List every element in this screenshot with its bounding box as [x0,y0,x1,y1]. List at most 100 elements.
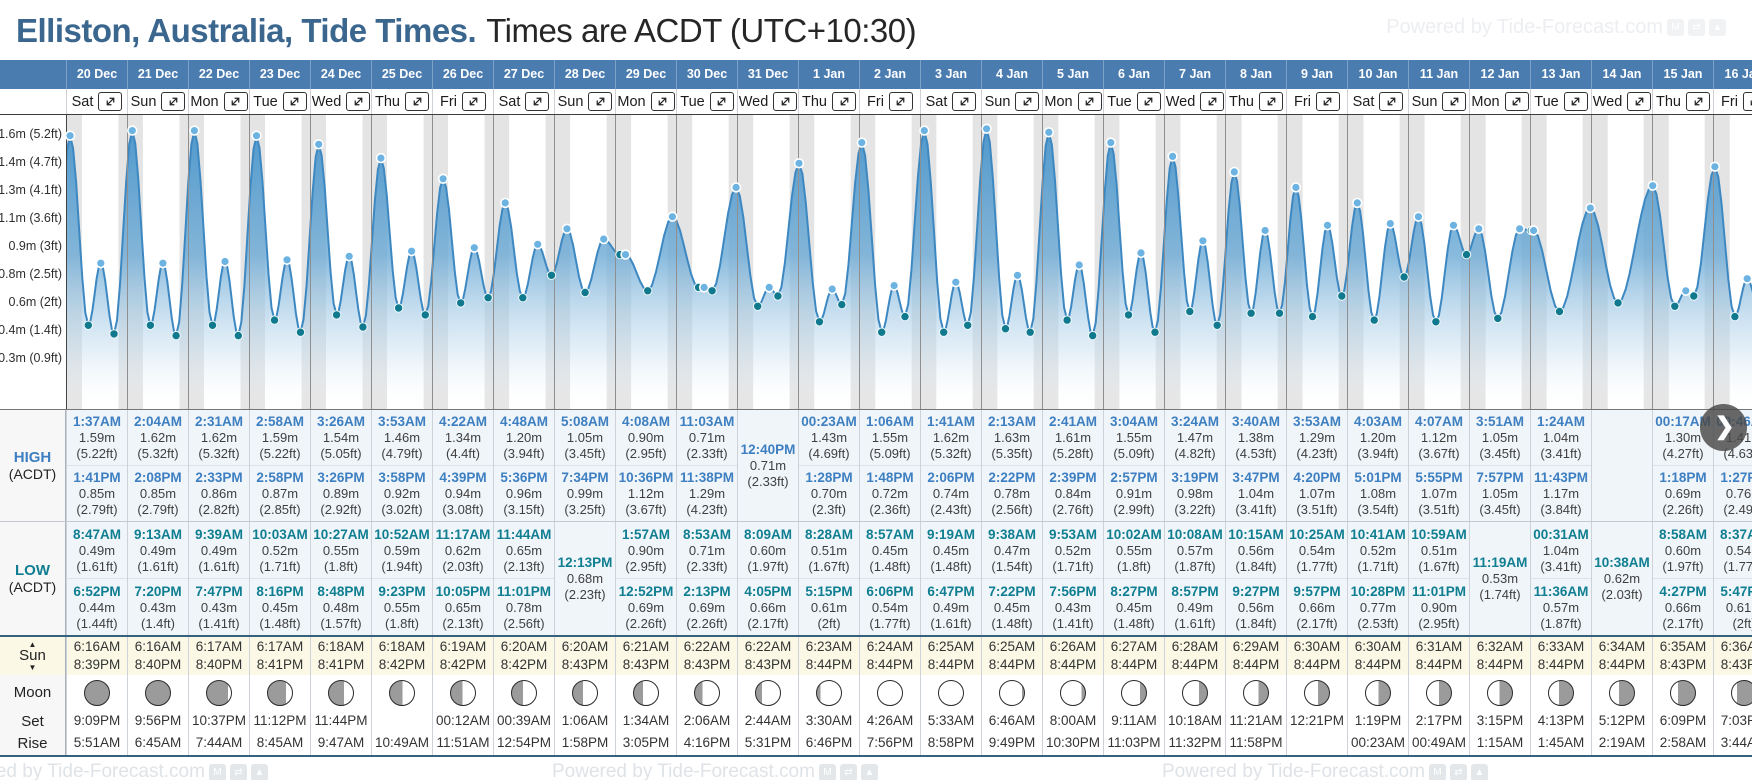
expand-day-button[interactable] [223,92,248,111]
tide-height-ft: (1.77ft) [1296,558,1338,574]
tide-entry: 2:41AM 1.61m (5.28ft) [1043,410,1103,465]
expand-day-button[interactable] [405,92,429,111]
expand-day-button[interactable] [1315,92,1340,111]
expand-day-button[interactable] [1627,92,1652,111]
low-tide-cell: 11:19AM 0.53m (1.74ft) [1469,522,1530,635]
expand-day-button[interactable] [525,92,550,111]
date-cell: 1 Jan [798,60,859,89]
expand-day-button[interactable] [1686,92,1710,111]
moonrise-cell: 11:58PM [1225,732,1286,755]
dow-cell: Wed [310,89,371,114]
tide-height-ft: (5.35ft) [991,446,1033,461]
expand-day-button[interactable] [832,92,856,111]
tide-height-ft: (2.85ft) [259,502,301,517]
tide-entry: 7:22PM 0.45m (1.48ft) [982,578,1042,635]
expand-day-button[interactable] [1563,92,1588,111]
high-tide-cell: 1:24AM 1.04m (3.41ft) 11:43PM 1.17m (3.84ft) [1530,410,1591,521]
expand-arrows-icon [1267,97,1275,106]
expand-day-button[interactable] [1379,92,1404,111]
date-cell: 12 Jan [1469,60,1530,89]
sun-toggle-up-icon[interactable]: ▲ [28,640,37,649]
tide-entry: 00:17AM 1.30m (4.27ft) [1653,410,1713,465]
tide-height-ft: (5.22ft) [259,446,301,461]
tide-height-m: 0.66m [1664,599,1702,615]
expand-day-button[interactable] [1136,92,1161,111]
expand-day-button[interactable] [773,92,798,111]
tide-height-m: 1.61m [1054,430,1092,445]
tide-height-m: 0.45m [261,599,299,615]
tide-height-m: 0.62m [1603,571,1641,586]
expand-day-button[interactable] [98,92,123,111]
dow-cell: Wed [1164,89,1225,114]
sunrise-time: 6:31AM [1415,639,1463,654]
tide-time: 5:55PM [1415,470,1463,485]
expand-day-button[interactable] [1077,92,1102,111]
sun-toggle-down-icon[interactable]: ▼ [28,663,37,672]
moon-cell [1103,675,1164,710]
expand-day-button[interactable] [1015,92,1040,111]
expand-day-button[interactable] [952,92,977,111]
high-tide-dot [561,223,573,235]
dow-cell: Sun [127,89,188,114]
moon-phase-icon [1304,679,1330,706]
low-tide-dot [1399,272,1409,282]
tide-entry: 10:28PM 0.77m (2.53ft) [1348,578,1408,635]
tide-entry: 10:27AM 0.55m (1.8ft) [311,522,371,578]
high-tide-dot [1385,218,1396,229]
moonset-cell: 8:00AM [1042,710,1103,732]
moon-phase-icon [1243,679,1269,706]
tide-entry: 10:05PM 0.65m (2.13ft) [433,578,493,635]
expand-day-button[interactable] [346,92,371,111]
tide-height-ft: (1.84ft) [1235,615,1277,631]
sunset-time: 8:44PM [1171,657,1219,672]
dow-cell: Fri [1713,89,1752,114]
expand-day-button[interactable] [650,92,675,111]
day-of-week-label: Sun [1411,93,1438,110]
tide-height-ft: (1.87ft) [1540,615,1582,631]
date-cell: 4 Jan [981,60,1042,89]
expand-day-button[interactable] [282,92,307,111]
tide-entry: 3:58PM 0.92m (3.02ft) [372,465,432,521]
expand-day-button[interactable] [1442,92,1467,111]
expand-day-button[interactable] [1259,92,1283,111]
tide-entry: 4:22AM 1.34m (4.4ft) [433,410,493,465]
tide-height-m: 1.05m [1481,486,1519,501]
moon-phase-icon [1609,679,1635,706]
low-tide-cells: 8:47AM 0.49m (1.61ft) 6:52PM 0.44m (1.44ft) 9:… [66,522,1752,635]
tide-height-ft: (3.84ft) [1540,502,1582,517]
tide-time: 4:27PM [1659,583,1707,599]
moon-row: Moon [0,675,1752,710]
expand-day-button[interactable] [588,92,613,111]
expand-day-button[interactable] [461,92,486,111]
tide-time: 4:08AM [621,414,670,429]
expand-day-button[interactable] [1200,92,1225,111]
moonset-cell: 11:21AM [1225,710,1286,732]
sun-times-cell: 6:26AM 8:44PM [1042,637,1103,675]
sunrise-time: 6:18AM [317,639,365,654]
sunrise-time: 6:23AM [805,639,853,654]
day-of-week-label: Sun [984,93,1011,110]
low-tide-cell: 8:09AM 0.60m (1.97ft) 4:05PM 0.66m (2.17ft) [737,522,798,635]
expand-day-button[interactable] [888,92,913,111]
expand-day-button[interactable] [1504,92,1529,111]
tide-height-ft: (4.82ft) [1174,446,1216,461]
tide-height-m: 1.17m [1542,486,1580,501]
tide-height-ft: (1.61ft) [76,558,118,574]
tide-time: 8:16PM [256,583,304,599]
tide-time: 6:06PM [866,583,914,599]
expand-day-button[interactable] [709,92,734,111]
high-tide-dot [313,139,324,150]
tide-height-m: 1.12m [1420,430,1458,445]
tide-height-m: 1.55m [1115,430,1153,445]
tide-height-m: 0.65m [444,599,482,615]
low-tide-dot [773,291,783,301]
tide-height-m: 0.90m [1420,599,1458,615]
next-page-button[interactable]: ❯ [1700,404,1747,451]
tide-entry: 3:04AM 1.55m (5.09ft) [1104,410,1164,465]
expand-day-button[interactable] [1742,92,1752,111]
sun-time-cells: 6:16AM 8:39PM 6:16AM 8:40PM 6:17AM 8:40PM 6:17… [66,637,1752,675]
expand-day-button[interactable] [161,92,186,111]
sunrise-time: 6:34AM [1598,639,1646,654]
expand-arrows-icon [1208,97,1217,106]
